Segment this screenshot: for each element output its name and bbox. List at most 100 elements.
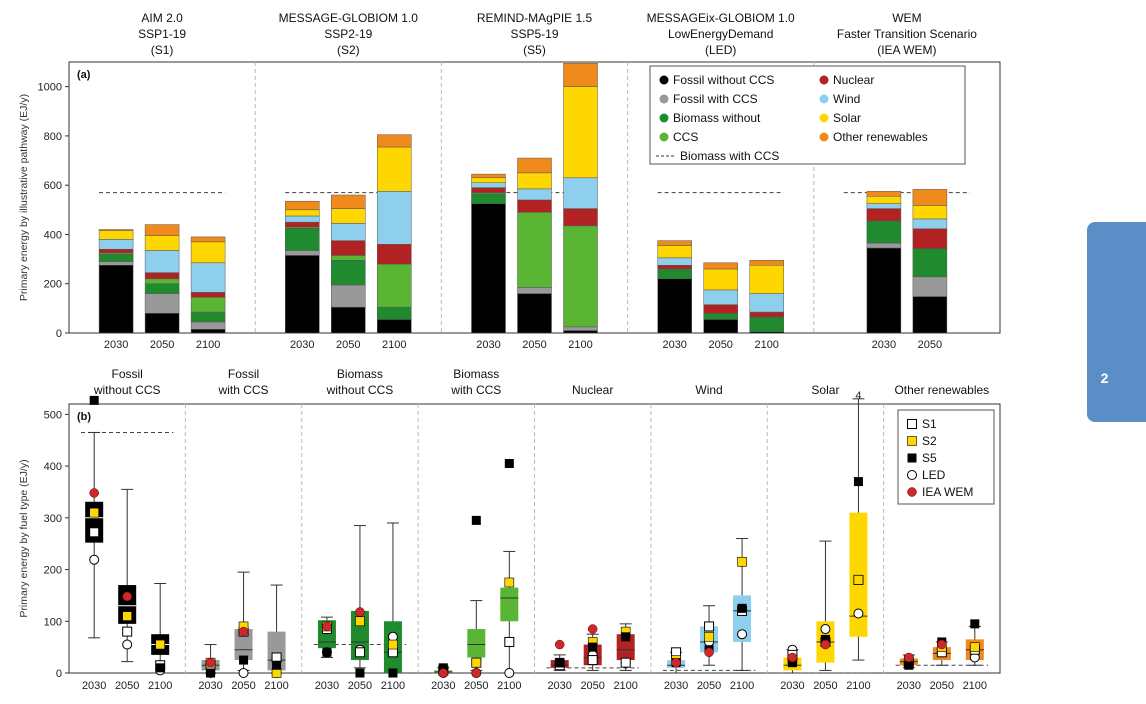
panel-a-x-tick-label: 2050	[150, 339, 174, 351]
bar-segment	[471, 187, 506, 193]
bar-segment	[749, 311, 784, 318]
marker-s5	[89, 395, 99, 405]
bar-segment	[98, 230, 134, 240]
legend-marker	[819, 132, 829, 142]
bar-segment	[144, 235, 180, 251]
bar-segment	[144, 283, 180, 294]
marker-iea-wem	[438, 668, 449, 678]
panel-b-x-tick-label: 2100	[846, 680, 870, 692]
panel-a-group-title: AIM 2.0	[141, 11, 183, 25]
bar-segment	[331, 260, 366, 286]
bar-segment	[285, 200, 320, 211]
legend-label: Biomass with CCS	[680, 149, 779, 163]
legend-label: Wind	[833, 92, 860, 106]
bar-segment	[285, 221, 320, 228]
bar-segment	[285, 250, 320, 256]
bar-segment	[190, 262, 226, 293]
bar-segment	[98, 239, 134, 250]
panel-a-group-title: MESSAGEix-GLOBIOM 1.0	[647, 11, 795, 25]
panel-b-x-tick-label: 2100	[497, 680, 521, 692]
panel-b-y-tick-label: 0	[56, 668, 62, 680]
bar-segment	[331, 240, 366, 256]
legend-label: S1	[922, 417, 937, 431]
marker-s5	[239, 655, 249, 665]
bar-segment	[866, 191, 902, 197]
marker-s2	[704, 631, 714, 642]
panel-a-y-tick-label: 1000	[38, 82, 62, 94]
bar-segment	[144, 224, 180, 236]
marker-s5	[388, 668, 398, 678]
bar-segment	[190, 236, 226, 243]
panel-b-x-tick-label: 2030	[547, 680, 571, 692]
bar-segment	[331, 255, 366, 261]
panel-a-x-tick-label: 2030	[872, 339, 896, 351]
panel-a-x-tick-label: 2050	[336, 339, 360, 351]
bar-segment	[563, 177, 598, 209]
legend-marker-s5	[907, 453, 917, 463]
bar-segment	[98, 229, 134, 232]
box-iqr	[234, 629, 253, 661]
bar-segment	[517, 293, 552, 334]
bar-segment	[331, 194, 366, 209]
panel-b-x-tick-label: 2100	[613, 680, 637, 692]
marker-s1	[620, 657, 631, 668]
bar-segment	[866, 196, 902, 204]
marker-iea-wem	[704, 647, 714, 658]
marker-iea-wem	[205, 657, 216, 668]
marker-s1	[587, 655, 598, 666]
marker-s1	[504, 636, 515, 647]
marker-led	[853, 608, 864, 619]
bar-segment	[563, 326, 598, 331]
bar-segment	[657, 268, 692, 280]
panel-b-y-tick-label: 100	[44, 616, 62, 628]
panel-a-x-tick-label: 2030	[476, 339, 500, 351]
panel-b-label: (b)	[77, 411, 91, 423]
bar-segment	[98, 248, 134, 254]
panel-b-category-title: Other renewables	[894, 383, 989, 397]
legend-marker-s2	[907, 436, 917, 446]
panel-a-x-tick-label: 2100	[568, 339, 592, 351]
panel-a-x-tick-label: 2030	[662, 339, 686, 351]
marker-s2	[89, 507, 99, 518]
bar-segment	[517, 188, 552, 201]
bar-segment	[866, 220, 902, 244]
marker-s1	[354, 647, 365, 658]
marker-iea-wem	[787, 652, 798, 663]
marker-led	[820, 624, 831, 635]
bar-segment	[517, 172, 552, 190]
bar-segment	[563, 86, 598, 179]
marker-iea-wem	[89, 488, 99, 498]
panel-b-y-tick-label: 200	[44, 565, 62, 577]
bar-segment	[749, 316, 784, 333]
box-iqr	[500, 587, 519, 622]
bar-segment	[703, 319, 738, 334]
bar-segment	[657, 257, 692, 266]
legend-marker	[819, 75, 829, 85]
panel-a-y-tick-label: 800	[44, 131, 62, 143]
bar-segment	[377, 244, 412, 265]
legend-label: IEA WEM	[922, 485, 973, 499]
panel-a-x-tick-label: 2100	[196, 339, 220, 351]
marker-s5	[555, 658, 565, 668]
legend-label: S5	[922, 451, 937, 465]
chapter-tab	[1087, 222, 1146, 422]
panel-b-x-tick-label: 2100	[381, 680, 405, 692]
marker-iea-wem	[820, 639, 831, 650]
panel-b-y-tick-label: 300	[44, 513, 62, 525]
marker-s2	[970, 642, 980, 652]
bar-segment	[866, 203, 902, 209]
panel-a-legend	[649, 65, 966, 165]
bar-segment	[190, 321, 226, 330]
bar-segment	[331, 208, 366, 224]
bar-segment	[517, 199, 552, 213]
bar-segment	[285, 215, 320, 223]
panel-a-x-tick-label: 2030	[104, 339, 128, 351]
marker-s2	[504, 577, 515, 588]
marker-s5	[787, 658, 797, 668]
bar-segment	[563, 330, 598, 334]
bar-segment	[657, 245, 692, 259]
bar-segment	[144, 278, 180, 284]
panel-b-category-title: without CCS	[93, 383, 161, 397]
solar-outlier-note: 4	[855, 390, 861, 402]
